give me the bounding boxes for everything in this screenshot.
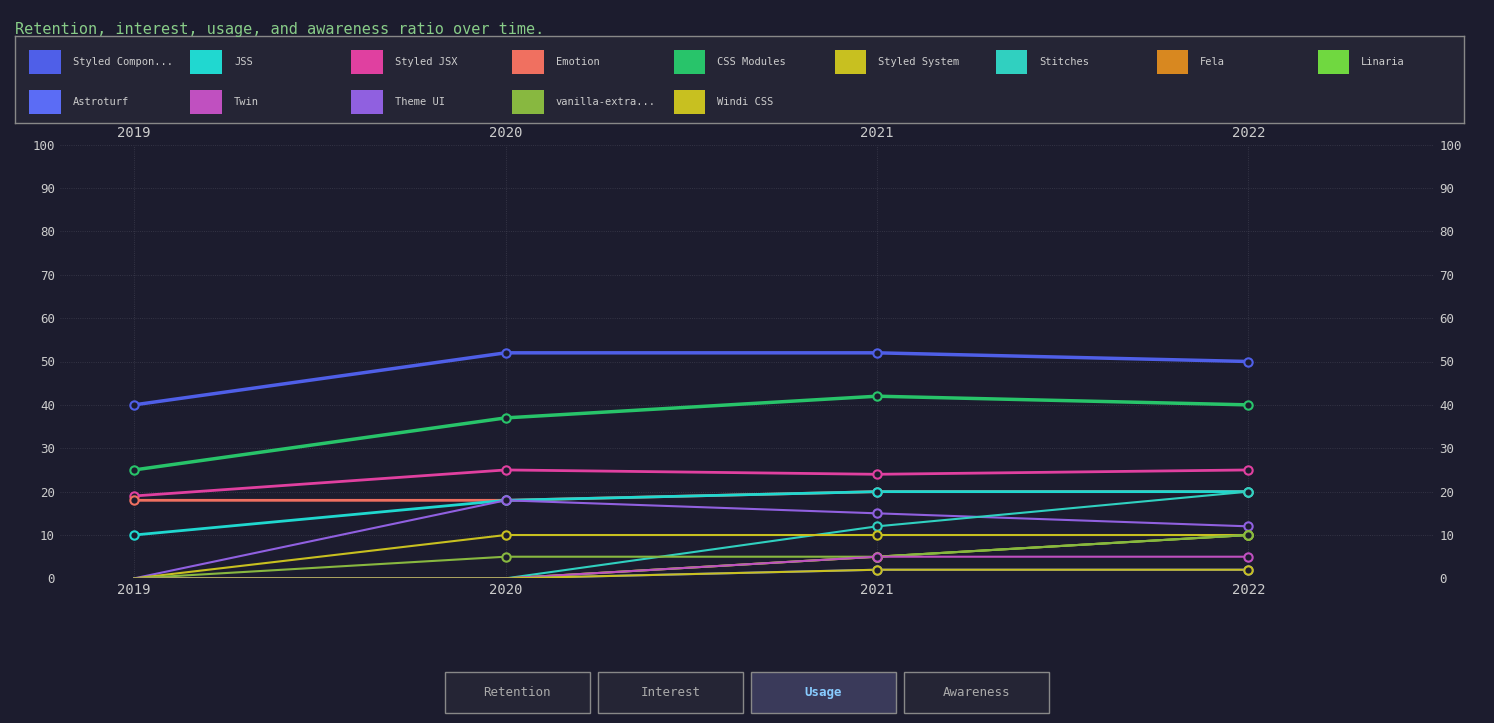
- Bar: [512, 50, 544, 74]
- Bar: [190, 90, 223, 114]
- Bar: [512, 90, 544, 114]
- Text: Interest: Interest: [641, 686, 701, 698]
- FancyBboxPatch shape: [751, 672, 896, 714]
- Text: Styled Compon...: Styled Compon...: [73, 57, 173, 67]
- Text: Styled System: Styled System: [878, 57, 959, 67]
- Bar: [835, 50, 867, 74]
- Text: Fela: Fela: [1200, 57, 1225, 67]
- FancyBboxPatch shape: [598, 672, 743, 714]
- Bar: [1156, 50, 1188, 74]
- Bar: [30, 90, 61, 114]
- FancyBboxPatch shape: [445, 672, 590, 714]
- Text: JSS: JSS: [235, 57, 252, 67]
- Text: Styled JSX: Styled JSX: [394, 57, 457, 67]
- Text: Awareness: Awareness: [943, 686, 1010, 698]
- Text: Theme UI: Theme UI: [394, 97, 445, 107]
- Bar: [190, 50, 223, 74]
- Text: Retention: Retention: [484, 686, 551, 698]
- Text: vanilla-extra...: vanilla-extra...: [556, 97, 656, 107]
- Bar: [674, 90, 705, 114]
- Text: CSS Modules: CSS Modules: [717, 57, 786, 67]
- Bar: [351, 50, 384, 74]
- Bar: [351, 90, 384, 114]
- Text: Usage: Usage: [805, 686, 843, 698]
- Text: Twin: Twin: [235, 97, 258, 107]
- Text: Emotion: Emotion: [556, 57, 599, 67]
- Bar: [674, 50, 705, 74]
- Text: Retention, interest, usage, and awareness ratio over time.: Retention, interest, usage, and awarenes…: [15, 22, 544, 37]
- Text: Linaria: Linaria: [1361, 57, 1404, 67]
- FancyBboxPatch shape: [904, 672, 1049, 714]
- Bar: [30, 50, 61, 74]
- Bar: [995, 50, 1028, 74]
- Text: Astroturf: Astroturf: [73, 97, 128, 107]
- Bar: [1318, 50, 1349, 74]
- Text: Stitches: Stitches: [1038, 57, 1089, 67]
- Text: Windi CSS: Windi CSS: [717, 97, 774, 107]
